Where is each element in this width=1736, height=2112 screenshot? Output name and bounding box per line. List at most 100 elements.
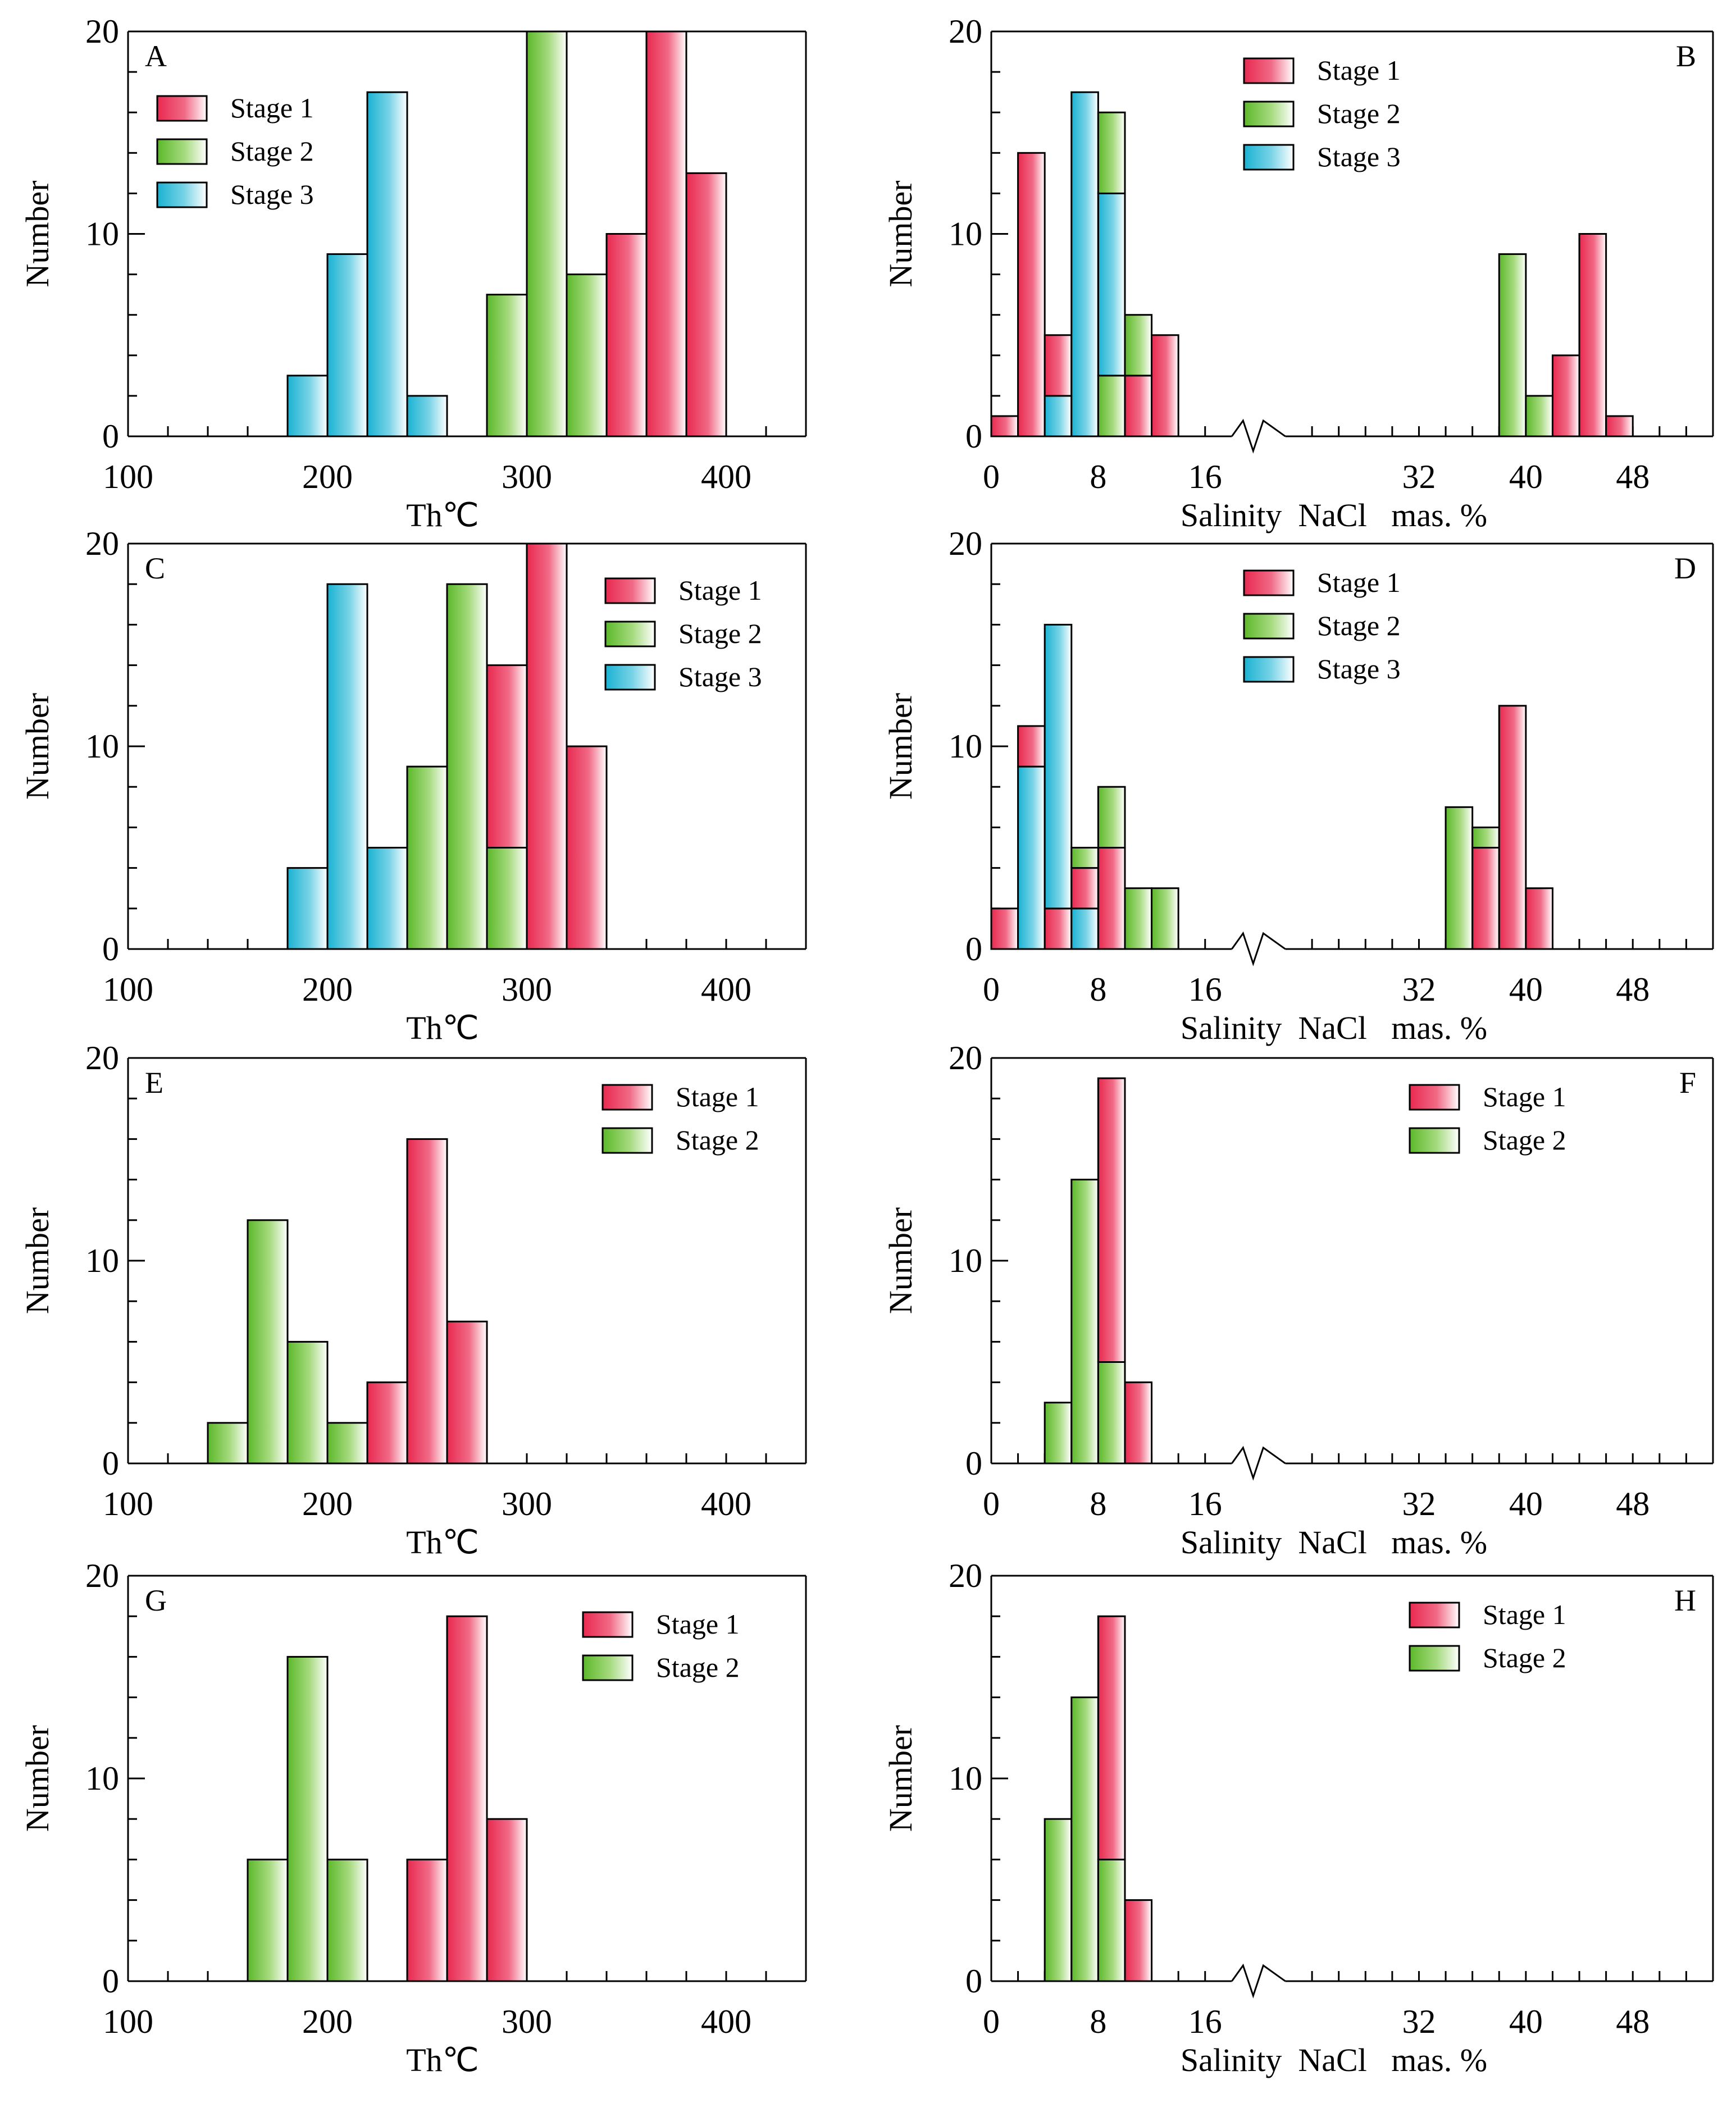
x-tick-label: 48	[1616, 971, 1650, 1008]
y-tick-label: 20	[949, 525, 982, 562]
bar-stage1	[1097, 1077, 1126, 1363]
legend: Stage 1 Stage 2	[582, 1608, 740, 1683]
bar-stage1	[406, 1858, 448, 1982]
bar-stage2	[406, 765, 448, 950]
legend-label: Stage 1	[1317, 54, 1401, 86]
bar-stage2	[207, 1422, 249, 1465]
bar-stage3	[1044, 623, 1073, 910]
legend-label: Stage 1	[678, 574, 762, 606]
bar-stage1	[1124, 1381, 1153, 1465]
legend: Stage 1 Stage 2	[602, 1081, 759, 1156]
x-tick-label: 32	[1402, 971, 1436, 1008]
bar-stage1	[566, 745, 608, 950]
bar-stage1	[1471, 847, 1500, 950]
x-axis-title: Th℃	[406, 2042, 479, 2078]
legend-label: Stage 1	[230, 92, 314, 124]
y-tick-label: 10	[949, 728, 982, 765]
legend: Stage 1 Stage 2 Stage 3	[1243, 54, 1401, 172]
axis-break-mark	[1231, 1445, 1286, 1481]
panel-letter: B	[1676, 39, 1696, 73]
bar-stage2	[1070, 1179, 1099, 1465]
bar-stage1	[1017, 725, 1046, 768]
bar-stage2	[526, 30, 568, 437]
x-axis-title: Salinity NaCl mas. %	[1181, 497, 1487, 533]
x-tick-label: 48	[1616, 458, 1650, 495]
x-tick-label: 100	[103, 1485, 153, 1522]
x-tick-label: 16	[1188, 458, 1222, 495]
legend-label: Stage 1	[1317, 567, 1401, 598]
bar-stage2	[1151, 887, 1179, 950]
panel-letter: G	[145, 1584, 167, 1617]
x-tick-label: 0	[983, 2003, 1000, 2040]
x-tick-label: 200	[302, 2003, 353, 2040]
y-tick-label: 20	[85, 525, 119, 562]
x-tick-label: 40	[1509, 1485, 1543, 1522]
legend-swatch-stage3	[1243, 144, 1295, 171]
x-tick-label: 32	[1402, 2003, 1436, 2040]
x-tick-label: 8	[1090, 971, 1106, 1008]
bar-stage1	[1551, 354, 1580, 437]
legend-swatch-stage1	[602, 1084, 653, 1111]
panel-d: 0 8 16 32 40 48 0 10 20 Salinity NaCl mas. % Numbe…	[882, 525, 1714, 1046]
bar-stage1	[1070, 867, 1099, 910]
legend-label: Stage 2	[1317, 98, 1401, 129]
bar-stage1	[486, 1818, 528, 1982]
bar-stage1	[990, 415, 1019, 437]
x-axis-title: Salinity NaCl mas. %	[1181, 1010, 1487, 1046]
bar-stage2	[1070, 1696, 1099, 1982]
legend-swatch-stage1	[582, 1611, 634, 1638]
x-tick-label: 0	[983, 1485, 1000, 1522]
legend-swatch-stage3	[156, 181, 208, 208]
legend-swatch-stage1	[1243, 57, 1295, 84]
y-tick-label: 10	[949, 1760, 982, 1797]
y-tick-label: 0	[102, 930, 119, 968]
y-axis-title: Number	[19, 180, 56, 287]
bar-stage1	[685, 172, 727, 437]
legend-label: Stage 2	[1483, 1124, 1566, 1156]
legend: Stage 1 Stage 2	[1409, 1081, 1566, 1156]
y-tick-label: 20	[85, 1557, 119, 1594]
bar-stage2	[1124, 887, 1153, 950]
bar-stage3	[286, 867, 329, 950]
legend-swatch-stage2	[604, 621, 656, 647]
panel-letter: H	[1674, 1584, 1696, 1617]
bar-stage2	[326, 1858, 368, 1982]
bar-stage2	[247, 1219, 289, 1465]
y-axis-title: Number	[882, 1207, 919, 1314]
legend-label: Stage 3	[1317, 141, 1401, 172]
legend-swatch-stage2	[1243, 101, 1295, 127]
y-axis-title: Number	[882, 1725, 919, 1832]
bar-stage2	[1044, 1402, 1073, 1465]
bar-stage2	[1124, 314, 1153, 377]
bar-stage1	[446, 1320, 488, 1465]
bar-stage1	[1525, 887, 1553, 950]
bar-stage1	[446, 1615, 488, 1982]
bar-stage2	[1097, 1858, 1126, 1982]
panel-letter: C	[145, 551, 165, 585]
bar-stage1	[1044, 334, 1073, 397]
bar-stage1	[645, 30, 687, 437]
y-tick-label: 10	[949, 216, 982, 253]
bar-stage3	[326, 253, 368, 437]
x-axis-title: Th℃	[406, 1010, 479, 1046]
x-tick-label: 40	[1509, 2003, 1543, 2040]
legend-label: Stage 2	[1317, 610, 1401, 641]
legend-swatch-stage1	[604, 577, 656, 604]
x-tick-label: 8	[1090, 458, 1106, 495]
legend-swatch-stage1	[156, 95, 208, 122]
x-axis-title: Salinity NaCl mas. %	[1181, 1524, 1487, 1561]
legend: Stage 1 Stage 2 Stage 3	[604, 574, 762, 692]
y-tick-label: 20	[949, 1557, 982, 1594]
x-axis-title: Th℃	[406, 497, 479, 533]
y-tick-label: 0	[102, 418, 119, 455]
x-tick-label: 400	[701, 2003, 751, 2040]
legend: Stage 1 Stage 2 Stage 3	[156, 92, 314, 210]
legend-swatch-stage3	[604, 664, 656, 691]
bar-stage1	[526, 542, 568, 950]
legend-label: Stage 2	[678, 618, 762, 649]
panel-b: 0 8 16 32 40 48 0 10 20 Salinity NaCl mas. % Numbe…	[882, 13, 1714, 533]
legend-label: Stage 2	[656, 1652, 740, 1683]
x-tick-label: 100	[103, 2003, 153, 2040]
